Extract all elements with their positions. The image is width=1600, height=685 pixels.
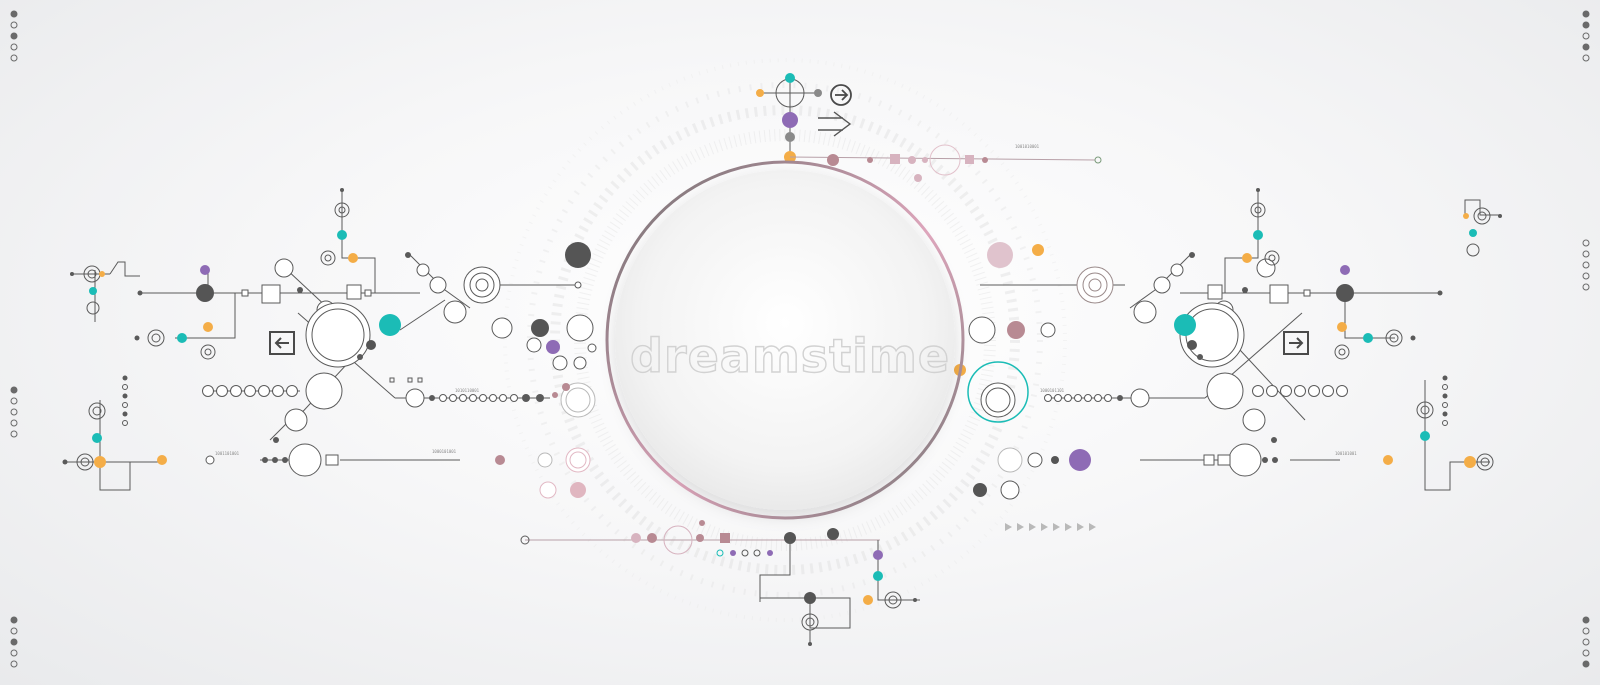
top-circuit — [756, 73, 1102, 182]
corner-dots — [10, 10, 1590, 668]
watermark: dreamstime — [630, 329, 950, 383]
binary-label: 1000101001 — [432, 449, 457, 454]
binary-label: 1001010001 — [1015, 144, 1040, 149]
arrow-left-box-icon — [269, 331, 295, 355]
binary-label: 1000101101 — [1040, 388, 1065, 393]
binary-label: 1010110001 — [455, 388, 480, 393]
bottom-circuit — [520, 520, 1096, 646]
double-arrow-right-icon — [818, 111, 852, 137]
binary-labels: 1000101001 1001101001 1010110001 1000101… — [215, 144, 1357, 456]
binary-label: 1001101001 — [215, 451, 240, 456]
right-nodes — [954, 188, 1502, 500]
binary-label: 100101001 — [1335, 451, 1357, 456]
arrow-right-circle-icon — [830, 84, 852, 106]
central-disc — [605, 160, 965, 520]
left-nodes — [62, 188, 597, 499]
arrow-right-box-icon — [1283, 331, 1309, 355]
